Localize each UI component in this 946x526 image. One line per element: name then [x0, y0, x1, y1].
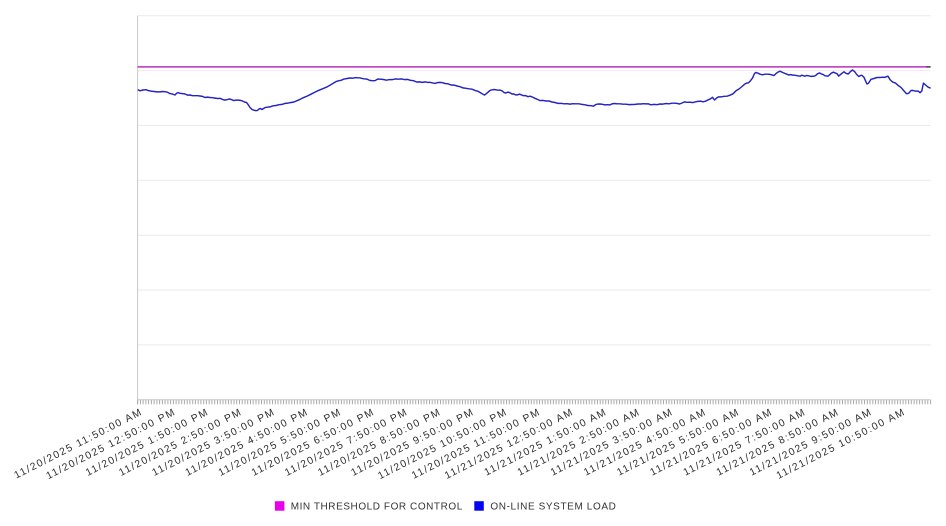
- svg-text:MIN THRESHOLD FOR CONTROL: MIN THRESHOLD FOR CONTROL: [291, 501, 463, 512]
- svg-text:ON-LINE SYSTEM LOAD: ON-LINE SYSTEM LOAD: [490, 501, 616, 512]
